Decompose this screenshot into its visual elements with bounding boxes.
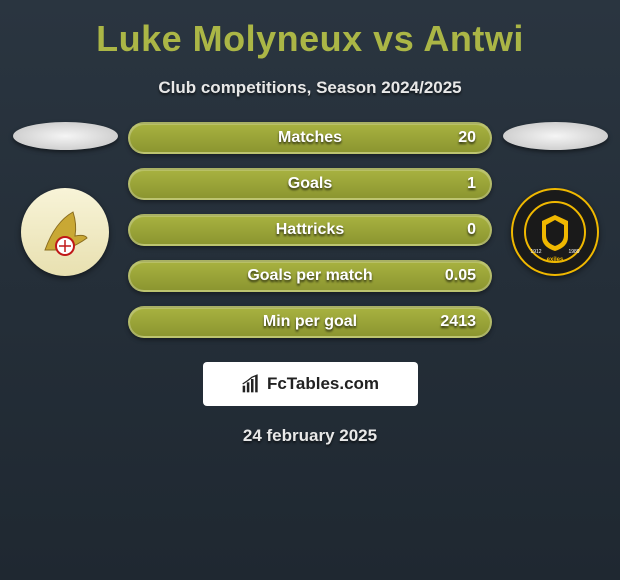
stats-list: Matches 20 Goals 1 Hattricks 0 Goals per… bbox=[120, 122, 500, 338]
brand-badge[interactable]: FcTables.com bbox=[203, 362, 418, 406]
stat-row-hattricks: Hattricks 0 bbox=[128, 214, 492, 246]
subtitle: Club competitions, Season 2024/2025 bbox=[158, 78, 461, 98]
club-right-badge: exiles 1912 1989 bbox=[511, 188, 599, 276]
stat-label: Min per goal bbox=[263, 313, 357, 331]
stat-label: Matches bbox=[278, 129, 342, 147]
svg-text:1989: 1989 bbox=[568, 249, 579, 255]
stat-right-value: 20 bbox=[458, 129, 476, 147]
stat-right-value: 1 bbox=[467, 175, 476, 193]
player-right-placeholder bbox=[503, 122, 608, 150]
page-title: Luke Molyneux vs Antwi bbox=[96, 18, 524, 60]
chart-icon bbox=[241, 374, 261, 394]
player-left-placeholder bbox=[13, 122, 118, 150]
stat-row-matches: Matches 20 bbox=[128, 122, 492, 154]
stat-label: Goals per match bbox=[247, 267, 372, 285]
comparison-panel: Matches 20 Goals 1 Hattricks 0 Goals per… bbox=[0, 122, 620, 338]
brand-text: FcTables.com bbox=[267, 374, 379, 394]
stat-label: Hattricks bbox=[276, 221, 344, 239]
stat-row-gpm: Goals per match 0.05 bbox=[128, 260, 492, 292]
right-column: exiles 1912 1989 bbox=[500, 122, 610, 276]
date-text: 24 february 2025 bbox=[243, 426, 377, 446]
stat-row-mpg: Min per goal 2413 bbox=[128, 306, 492, 338]
club-left-badge bbox=[21, 188, 109, 276]
svg-text:1912: 1912 bbox=[530, 249, 541, 255]
stat-label: Goals bbox=[288, 175, 332, 193]
stat-right-value: 2413 bbox=[440, 313, 476, 331]
left-column bbox=[10, 122, 120, 276]
doncaster-icon bbox=[35, 202, 95, 262]
newport-county-icon: exiles 1912 1989 bbox=[520, 197, 590, 267]
stat-row-goals: Goals 1 bbox=[128, 168, 492, 200]
svg-text:exiles: exiles bbox=[547, 257, 564, 263]
stat-right-value: 0.05 bbox=[445, 267, 476, 285]
stat-right-value: 0 bbox=[467, 221, 476, 239]
